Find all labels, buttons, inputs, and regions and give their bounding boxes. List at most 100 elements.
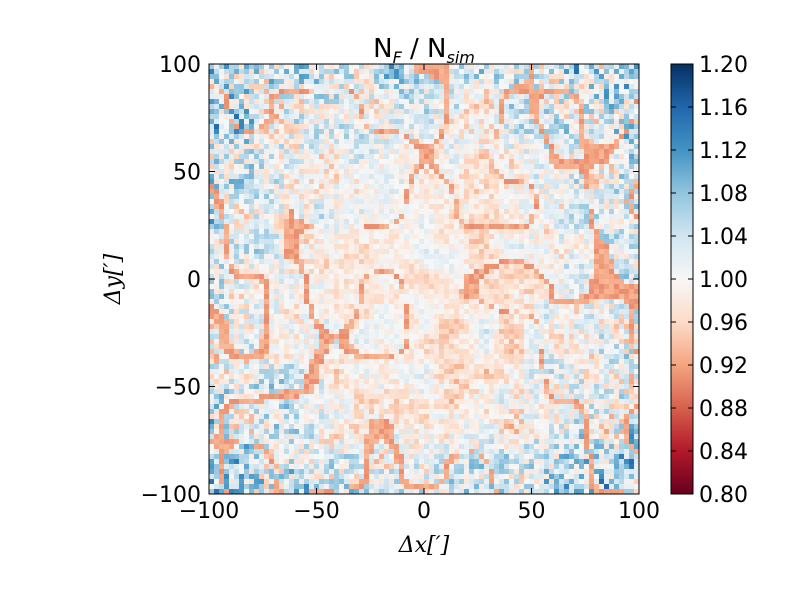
heatmap-cell xyxy=(274,214,280,220)
heatmap-cell xyxy=(594,224,600,230)
heatmap-cell xyxy=(569,269,575,275)
heatmap-cell xyxy=(454,239,460,245)
heatmap-cell xyxy=(589,239,595,245)
heatmap-cell xyxy=(364,74,370,80)
heatmap-cell xyxy=(264,244,270,250)
heatmap-cell xyxy=(409,314,415,320)
heatmap-cell xyxy=(529,339,535,345)
heatmap-cell xyxy=(519,349,525,355)
heatmap-cell xyxy=(404,124,410,130)
heatmap-cell xyxy=(359,289,365,295)
heatmap-cell xyxy=(419,199,425,205)
heatmap-cell xyxy=(369,179,375,185)
heatmap-cell xyxy=(394,254,400,260)
heatmap-cell xyxy=(419,124,425,130)
heatmap-cell xyxy=(349,179,355,185)
heatmap-cell xyxy=(489,104,495,110)
heatmap-cell xyxy=(629,209,635,215)
heatmap-cell xyxy=(444,199,450,205)
heatmap-cell xyxy=(579,289,585,295)
heatmap-cell xyxy=(324,94,330,100)
heatmap-cell xyxy=(344,154,350,160)
heatmap-cell xyxy=(429,304,435,310)
heatmap-cell xyxy=(599,134,605,140)
heatmap-cell xyxy=(279,229,285,235)
heatmap-cell xyxy=(254,244,260,250)
heatmap-cell xyxy=(614,299,620,305)
heatmap-cell xyxy=(459,124,465,130)
heatmap-cell xyxy=(524,159,530,165)
heatmap-cell xyxy=(319,319,325,325)
heatmap-cell xyxy=(414,74,420,80)
heatmap-cell xyxy=(254,294,260,300)
heatmap-cell xyxy=(629,299,635,305)
heatmap-cell xyxy=(229,169,235,175)
heatmap-cell xyxy=(214,304,220,310)
heatmap-cell xyxy=(619,174,625,180)
heatmap-cell xyxy=(609,224,615,230)
heatmap-cell xyxy=(579,304,585,310)
heatmap-cell xyxy=(439,194,445,200)
heatmap-cell xyxy=(469,259,475,265)
heatmap-cell xyxy=(224,244,230,250)
heatmap-cell xyxy=(474,284,480,290)
heatmap-cell xyxy=(299,199,305,205)
heatmap-cell xyxy=(309,159,315,165)
heatmap-cell xyxy=(214,139,220,145)
heatmap-cell xyxy=(464,339,470,345)
heatmap-cell xyxy=(479,154,485,160)
heatmap-cell xyxy=(389,119,395,125)
heatmap-cell xyxy=(259,314,265,320)
heatmap-cell xyxy=(424,304,430,310)
heatmap-cell xyxy=(489,274,495,280)
heatmap-cell xyxy=(274,84,280,90)
heatmap-cell xyxy=(239,184,245,190)
heatmap-cell xyxy=(399,69,405,75)
heatmap-cell xyxy=(224,134,230,140)
heatmap-cell xyxy=(484,199,490,205)
heatmap-cell xyxy=(369,124,375,130)
heatmap-cell xyxy=(459,199,465,205)
heatmap-cell xyxy=(499,194,505,200)
heatmap-cell xyxy=(614,124,620,130)
heatmap-cell xyxy=(429,329,435,335)
heatmap-cell xyxy=(239,149,245,155)
heatmap-cell xyxy=(354,314,360,320)
heatmap-cell xyxy=(499,199,505,205)
heatmap-cell xyxy=(514,179,520,185)
heatmap-cell xyxy=(564,239,570,245)
heatmap-cell xyxy=(304,194,310,200)
heatmap-cell xyxy=(309,129,315,135)
heatmap-cell xyxy=(349,69,355,75)
heatmap-cell xyxy=(604,264,610,270)
heatmap-cell xyxy=(579,344,585,350)
heatmap-cell xyxy=(574,284,580,290)
heatmap-cell xyxy=(594,299,600,305)
heatmap-cell xyxy=(554,109,560,115)
heatmap-cell xyxy=(534,229,540,235)
heatmap-cell xyxy=(609,99,615,105)
heatmap-cell xyxy=(369,174,375,180)
heatmap-cell xyxy=(259,119,265,125)
heatmap-cell xyxy=(359,89,365,95)
heatmap-cell xyxy=(524,314,530,320)
heatmap-cell xyxy=(454,184,460,190)
heatmap-cell xyxy=(554,204,560,210)
heatmap-cell xyxy=(229,124,235,130)
heatmap-cell xyxy=(524,89,530,95)
heatmap-cell xyxy=(339,154,345,160)
heatmap-cell xyxy=(444,349,450,355)
heatmap-cell xyxy=(259,244,265,250)
heatmap-cell xyxy=(464,129,470,135)
heatmap-cell xyxy=(269,329,275,335)
heatmap-cell xyxy=(289,279,295,285)
heatmap-cell xyxy=(564,79,570,85)
heatmap-cell xyxy=(209,339,215,345)
heatmap-cell xyxy=(269,154,275,160)
heatmap-cell xyxy=(634,89,639,95)
heatmap-cell xyxy=(274,314,280,320)
heatmap-cell xyxy=(524,189,530,195)
heatmap-cell xyxy=(529,269,535,275)
heatmap-cell xyxy=(584,109,590,115)
heatmap-cell xyxy=(304,209,310,215)
